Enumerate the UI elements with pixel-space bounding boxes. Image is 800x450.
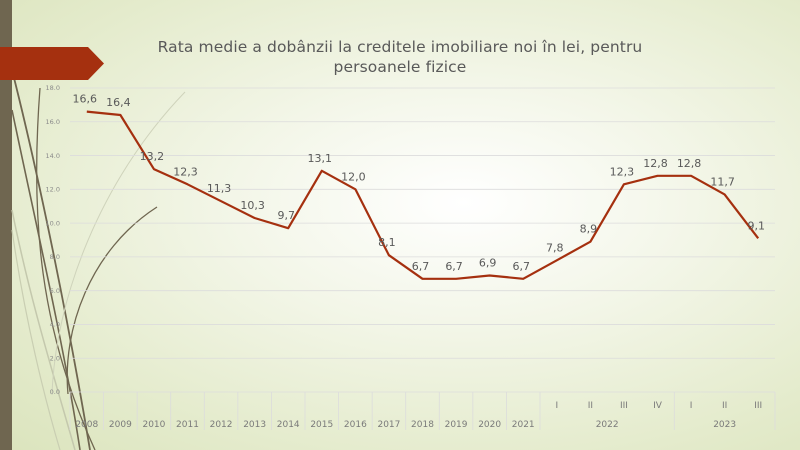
decor-curve: [35, 87, 96, 450]
x-tick-label: 2009: [109, 420, 132, 430]
data-label: 12,8: [677, 157, 702, 170]
x-tick-label: 2008: [75, 420, 98, 430]
x-tick-label: III: [620, 401, 628, 411]
x-tick-label: 2016: [344, 420, 367, 430]
arrow-shape: [0, 47, 104, 80]
y-tick-label: 2.0: [50, 354, 60, 362]
data-label: 8,9: [580, 223, 598, 236]
x-tick-label: I: [690, 401, 693, 411]
x-tick-label: 2010: [142, 420, 165, 430]
data-label: 12,3: [173, 165, 198, 178]
y-tick-label: 0.0: [50, 388, 60, 396]
x-axis: 2008 2009 2010 2011 2012 2013 2014 2015 2016 2017…: [69, 392, 776, 430]
x-tick-label: 2012: [210, 420, 233, 430]
data-label: 9,7: [277, 209, 295, 222]
x-group-label: 2022: [596, 420, 619, 430]
x-tick-label: III: [754, 401, 762, 411]
slide-sidebar-bar: [0, 0, 12, 450]
x-tick-label: 2013: [243, 420, 266, 430]
x-group-label: 2023: [713, 420, 736, 430]
y-tick-label: 8.0: [50, 253, 60, 261]
data-label: 11,3: [207, 182, 232, 195]
data-label: 11,7: [710, 175, 735, 188]
x-tick-label: I: [555, 401, 558, 411]
x-tick-label: 2014: [277, 420, 300, 430]
x-tick-label: II: [722, 401, 727, 411]
data-label: 12,8: [643, 157, 668, 170]
data-label: 16,6: [73, 93, 98, 106]
data-labels: 16,6 16,4 13,2 12,3 11,3 10,3 9,7 13,1 12,0 8,1 6,…: [73, 93, 765, 279]
decor-curve: [51, 91, 186, 396]
decor-curve: [11, 229, 61, 450]
title-arrow-banner: [0, 47, 104, 80]
x-tick-label: 2015: [310, 420, 333, 430]
data-label: 13,1: [308, 152, 333, 165]
x-tick-label: II: [588, 401, 593, 411]
y-tick-label: 18.0: [46, 84, 60, 92]
x-tick-label: IV: [653, 401, 663, 411]
data-label: 6,7: [512, 260, 530, 273]
y-tick-label: 16.0: [46, 118, 60, 126]
data-label: 10,3: [240, 199, 265, 212]
x-tick-label: 2017: [377, 420, 400, 430]
decor-curve: [11, 209, 76, 450]
decorative-curves: [11, 69, 186, 450]
decor-curve: [11, 109, 81, 450]
x-tick-label: 2011: [176, 420, 199, 430]
x-tick-label: 2020: [478, 420, 501, 430]
y-tick-label: 14.0: [46, 152, 60, 160]
x-tick-label: 2018: [411, 420, 434, 430]
y-tick-label: 10.0: [46, 219, 60, 227]
chart-title: Rata medie a dobânzii la creditele imobi…: [157, 38, 643, 76]
y-tick-label: 6.0: [50, 287, 60, 295]
gridlines: [70, 87, 775, 393]
data-label: 6,9: [479, 256, 497, 269]
data-label: 13,2: [140, 150, 165, 163]
data-label: 6,7: [445, 260, 463, 273]
data-label: 8,1: [378, 236, 396, 249]
data-label: 12,0: [341, 170, 366, 183]
data-label: 7,8: [546, 241, 564, 254]
series-line: [86, 110, 760, 280]
decor-curve: [11, 69, 91, 450]
y-tick-label: 4.0: [50, 321, 60, 329]
data-label: 6,7: [412, 260, 430, 273]
x-tick-label: 2021: [512, 420, 535, 430]
x-tick-label: 2019: [445, 420, 468, 430]
data-label: 16,4: [106, 96, 131, 109]
y-axis: 0.0 2.0 4.0 6.0 8.0 10.0 12.0 14.0 16.0 18.0: [46, 84, 60, 396]
y-tick-label: 12.0: [46, 186, 60, 194]
decor-curve: [66, 206, 158, 395]
data-label: 12,3: [610, 165, 635, 178]
data-label: 9,1: [747, 219, 765, 232]
